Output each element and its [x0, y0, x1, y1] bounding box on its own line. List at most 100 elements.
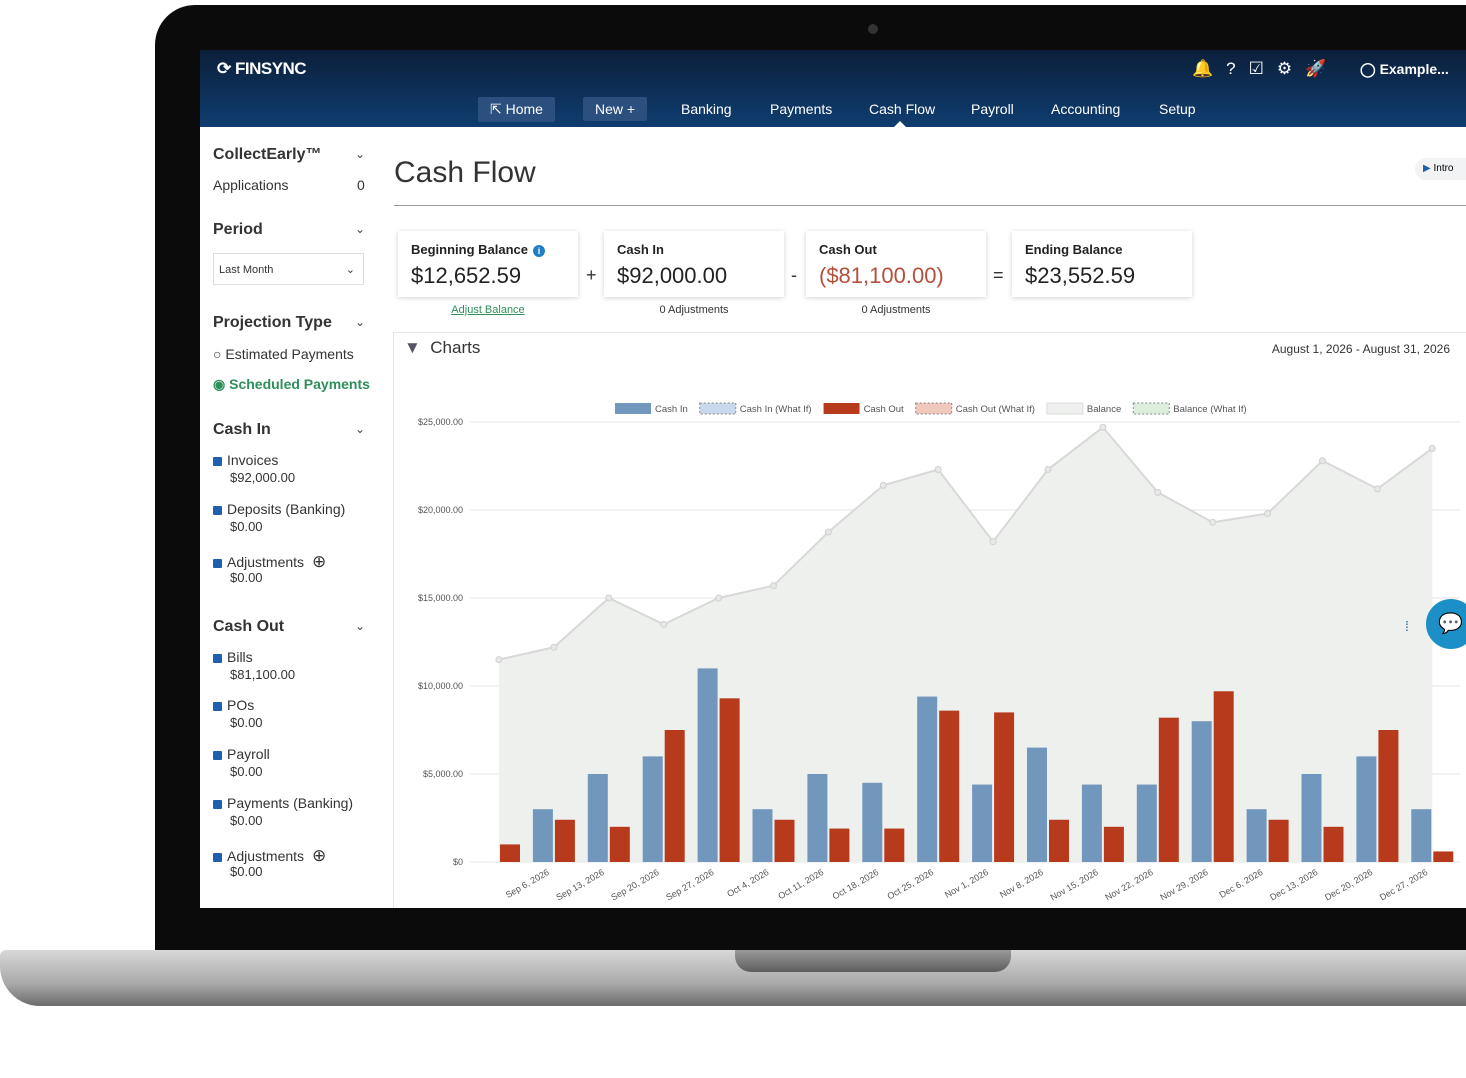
x-tick-label: Nov 8, 2026: [998, 867, 1045, 900]
section-title: Projection Type: [213, 314, 332, 331]
item-label: Invoices: [227, 452, 279, 468]
y-tick-label: $15,000.00: [418, 593, 463, 603]
chevron[interactable]: ⌄: [355, 222, 366, 236]
bar: [609, 826, 630, 862]
checkbox[interactable]: [213, 653, 222, 663]
bar: [1158, 717, 1179, 862]
checkbox[interactable]: [213, 799, 222, 809]
legend-label: Cash Out: [864, 404, 904, 415]
brand[interactable]: ⟳ FINSYNC: [217, 59, 307, 78]
charts-toggle[interactable]: ▼ Charts: [404, 338, 481, 357]
section-title: CollectEarly™: [213, 146, 322, 163]
checkbox[interactable]: [213, 505, 222, 515]
balance-point: [715, 594, 723, 602]
period-select[interactable]: Last Month ⌄: [213, 253, 364, 285]
checkbox[interactable]: [213, 750, 222, 760]
item-amount: $0.00: [230, 715, 263, 730]
chevron[interactable]: ⌄: [355, 422, 366, 436]
nav-item[interactable]: Payments: [770, 101, 833, 117]
x-tick-label: Sep 6, 2026: [504, 867, 551, 900]
chevron[interactable]: ⌄: [355, 315, 366, 329]
summary-card: Cash In $92,000.00: [604, 231, 784, 297]
legend-swatch: [1046, 402, 1084, 415]
item-amount: $92,000.00: [230, 470, 296, 485]
legend-swatch: [699, 402, 737, 415]
nav-item[interactable]: Payroll: [971, 101, 1014, 117]
bar: [1027, 747, 1047, 862]
card-note[interactable]: Adjust Balance: [451, 304, 525, 316]
x-tick-label: Dec 20, 2026: [1323, 867, 1374, 902]
nav-item[interactable]: Banking: [681, 101, 732, 117]
balance-point: [1319, 457, 1326, 465]
checkbox-item[interactable]: Adjustments ⊕: [213, 846, 326, 866]
item-label: Deposits (Banking): [227, 501, 346, 517]
checkbox-item[interactable]: Deposits (Banking): [213, 501, 345, 517]
add-button[interactable]: ⊕: [312, 552, 327, 571]
select-value: Last Month: [219, 264, 274, 276]
summary-card: Cash Out ($81,100.00): [806, 231, 986, 297]
item-amount: $0.00: [230, 519, 263, 534]
item-label: Adjustments: [227, 848, 305, 864]
checkbox[interactable]: [213, 852, 222, 862]
checkbox[interactable]: [213, 701, 222, 711]
nav-active-marker: [894, 121, 906, 127]
camera: [868, 24, 878, 34]
chat-button[interactable]: 💬: [1426, 599, 1466, 649]
item-label: Adjustments: [227, 554, 305, 570]
legend-label: Cash Out (What If): [956, 404, 1035, 415]
checkbox-item[interactable]: Payroll: [213, 746, 270, 762]
operator: -: [791, 265, 797, 285]
checkbox-item[interactable]: Payments (Banking): [213, 795, 353, 811]
balance-point: [989, 538, 997, 546]
drag-handle[interactable]: ⁞: [1405, 618, 1409, 634]
nav-home[interactable]: ⇱ Home: [478, 97, 555, 122]
card-note: 0 Adjustments: [659, 304, 729, 316]
legend-label: Cash In (What If): [740, 404, 812, 415]
user-menu[interactable]: ◯ Example...: [1360, 61, 1449, 77]
item-label: Bills: [227, 649, 253, 665]
card-label: Ending Balance: [1025, 242, 1123, 257]
card-label: Beginning Balance i: [411, 242, 546, 257]
balance-point: [660, 620, 668, 628]
bar: [807, 774, 828, 862]
nav-item[interactable]: Cash Flow: [869, 101, 936, 117]
charts-title: Charts: [430, 338, 481, 357]
operator: +: [586, 265, 597, 285]
chevron[interactable]: ⌄: [355, 147, 366, 161]
brand-name: FINSYNC: [234, 59, 307, 78]
legend-swatch: [823, 403, 860, 414]
nav-new[interactable]: New +: [583, 97, 648, 121]
checkbox-item[interactable]: POs: [213, 697, 254, 713]
bar: [719, 698, 740, 862]
nav-item[interactable]: Setup: [1159, 101, 1196, 117]
intro-button[interactable]: ▶ Intro: [1415, 158, 1466, 180]
radio-option[interactable]: ◉ Scheduled Payments: [213, 376, 370, 392]
checkbox-item[interactable]: Invoices: [213, 452, 278, 468]
x-tick-label: Oct 18, 2026: [831, 867, 881, 901]
item-amount: $0.00: [230, 764, 263, 779]
charts-panel: [393, 332, 1466, 908]
x-tick-label: Nov 29, 2026: [1158, 867, 1209, 902]
checkbox[interactable]: [213, 558, 222, 568]
checkbox[interactable]: [213, 456, 222, 466]
balance-point: [824, 528, 832, 536]
balance-point: [879, 481, 887, 489]
y-tick-label: $5,000.00: [423, 769, 463, 779]
header-icons[interactable]: 🔔?☑⚙🚀: [1192, 59, 1340, 78]
checkbox-item[interactable]: Adjustments ⊕: [213, 552, 326, 572]
nav-label: Home: [505, 101, 543, 117]
chevron[interactable]: ⌄: [355, 619, 366, 633]
nav-item[interactable]: Accounting: [1051, 101, 1121, 117]
bar: [1213, 691, 1234, 862]
page-title: Cash Flow: [394, 156, 536, 189]
bar: [1136, 784, 1157, 862]
y-tick-label: $20,000.00: [418, 505, 463, 515]
add-button[interactable]: ⊕: [312, 846, 327, 865]
balance-point: [1373, 485, 1381, 493]
checkbox-item[interactable]: Bills: [213, 649, 253, 665]
bar: [994, 712, 1015, 862]
info-icon[interactable]: i: [533, 245, 546, 257]
bar: [939, 710, 960, 862]
legend-swatch: [1132, 402, 1170, 415]
radio-option[interactable]: ○ Estimated Payments: [213, 346, 354, 362]
